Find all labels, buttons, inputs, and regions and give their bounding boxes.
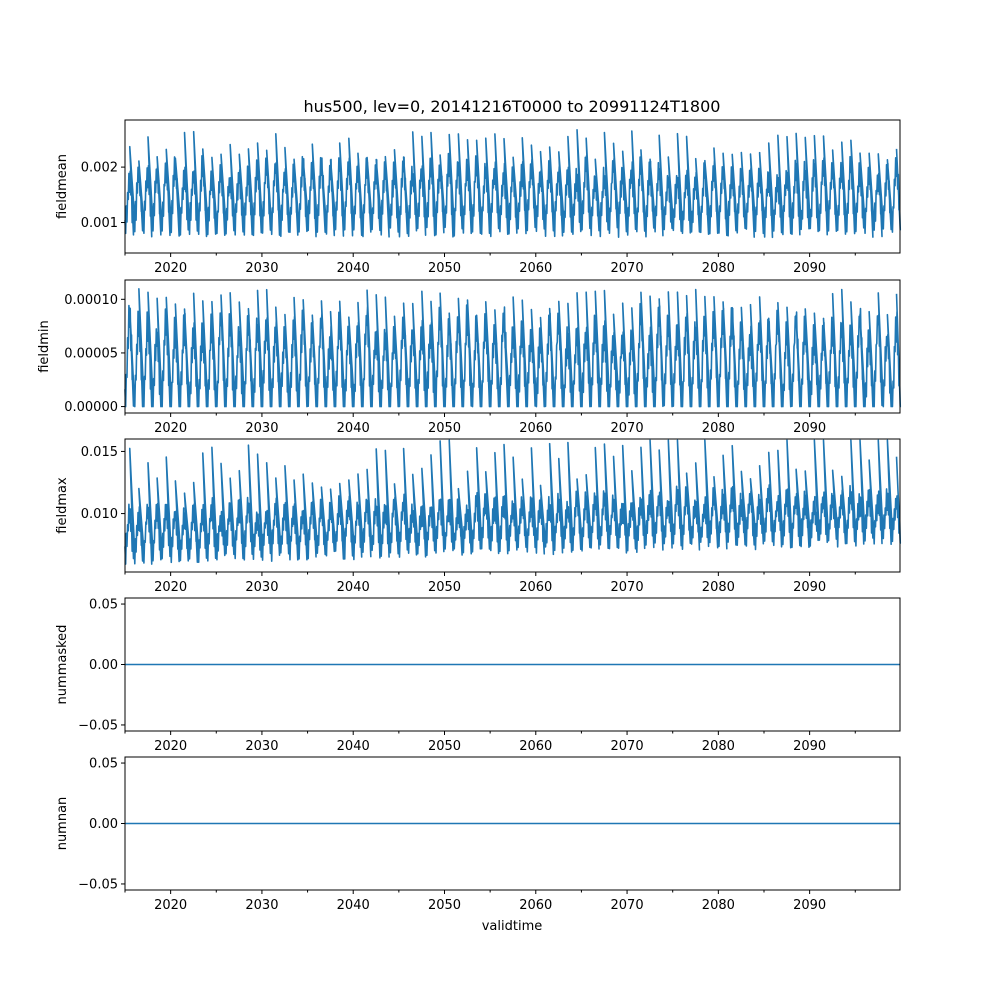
x-tick-label: 2070 [611, 580, 644, 595]
y-tick-label: 0.05 [89, 598, 118, 613]
panel-fieldmean: 0.001 0.002 fieldmean 2020 2030 2040 2050 2060 2… [55, 119, 902, 276]
x-tick-label: 2020 [154, 261, 187, 276]
x-tick-label: 2030 [245, 261, 278, 276]
y-tick-label: 0.00000 [64, 400, 118, 415]
y-tick-label: 0.00005 [64, 346, 118, 361]
x-tick-label: 2090 [793, 580, 826, 595]
y-tick-label: 0.015 [81, 445, 118, 460]
y-tick-label: 0.002 [81, 161, 118, 176]
x-tick-label: 2040 [337, 421, 370, 436]
y-axis-label: fieldmax [55, 477, 70, 534]
x-tick-label: 2030 [245, 421, 278, 436]
y-tick-label: 0.05 [89, 757, 118, 772]
x-tick-label: 2040 [337, 898, 370, 913]
panel-fieldmin: 0.00000 0.00005 0.00010 fieldmin 2020 2030 204… [37, 279, 902, 436]
x-tick-label: 2070 [611, 739, 644, 754]
x-tick-label: 2040 [337, 580, 370, 595]
x-tick-label: 2050 [428, 580, 461, 595]
panel-fieldmax: 0.010 0.015 fieldmax 2020 2030 2040 2050 2060 20… [55, 438, 902, 595]
plot-frame [124, 279, 901, 414]
y-tick-label: 0.00 [89, 658, 118, 673]
x-tick-label: 2050 [428, 421, 461, 436]
series-line-fieldmin [124, 288, 902, 408]
x-tick-label: 2040 [337, 261, 370, 276]
x-tick-label: 2050 [428, 739, 461, 754]
x-tick-label: 2080 [702, 421, 735, 436]
x-tick-label: 2030 [245, 898, 278, 913]
x-tick-label: 2070 [611, 898, 644, 913]
series-line-fieldmax [124, 439, 902, 565]
y-tick-label: −0.05 [78, 877, 118, 892]
x-tick-label: 2040 [337, 739, 370, 754]
chart-title: hus500, lev=0, 20141216T0000 to 20991124… [304, 97, 721, 116]
x-axis-label: validtime [482, 919, 543, 934]
panel-nummasked: −0.05 0.00 0.05 nummasked 2020 2030 2040 2050 20… [55, 597, 901, 754]
x-tick-label: 2020 [154, 421, 187, 436]
x-tick-label: 2060 [519, 739, 552, 754]
y-axis-label: numnan [55, 797, 70, 851]
x-tick-label: 2090 [793, 261, 826, 276]
y-axis-label: fieldmin [37, 320, 52, 373]
y-tick-label: 0.010 [81, 507, 118, 522]
x-tick-label: 2030 [245, 739, 278, 754]
x-tick-label: 2090 [793, 739, 826, 754]
x-tick-label: 2020 [154, 580, 187, 595]
x-tick-label: 2060 [519, 421, 552, 436]
x-tick-label: 2060 [519, 898, 552, 913]
y-tick-label: 0.00010 [64, 293, 118, 308]
x-tick-label: 2050 [428, 898, 461, 913]
series-line-fieldmean [124, 128, 902, 239]
y-axis-label: fieldmean [55, 154, 70, 219]
x-tick-label: 2080 [702, 898, 735, 913]
x-tick-label: 2060 [519, 261, 552, 276]
x-tick-label: 2070 [611, 261, 644, 276]
x-tick-label: 2020 [154, 898, 187, 913]
plot-frame [124, 438, 901, 573]
x-tick-label: 2030 [245, 580, 278, 595]
x-tick-label: 2080 [702, 739, 735, 754]
panel-numnan: −0.05 0.00 0.05 numnan 2020 2030 2040 2050 2060 2… [55, 756, 901, 913]
x-tick-label: 2080 [702, 580, 735, 595]
x-tick-label: 2090 [793, 898, 826, 913]
panels: 0.001 0.002 fieldmean 2020 2030 2040 2050 2060 2… [37, 119, 902, 913]
y-tick-label: −0.05 [78, 718, 118, 733]
x-tick-label: 2050 [428, 261, 461, 276]
x-tick-label: 2020 [154, 739, 187, 754]
x-tick-label: 2070 [611, 421, 644, 436]
y-tick-label: 0.001 [81, 216, 118, 231]
x-tick-label: 2090 [793, 421, 826, 436]
plot-frame [124, 119, 901, 254]
x-tick-label: 2080 [702, 261, 735, 276]
y-tick-label: 0.00 [89, 817, 118, 832]
x-tick-label: 2060 [519, 580, 552, 595]
y-axis-label: nummasked [55, 625, 70, 705]
